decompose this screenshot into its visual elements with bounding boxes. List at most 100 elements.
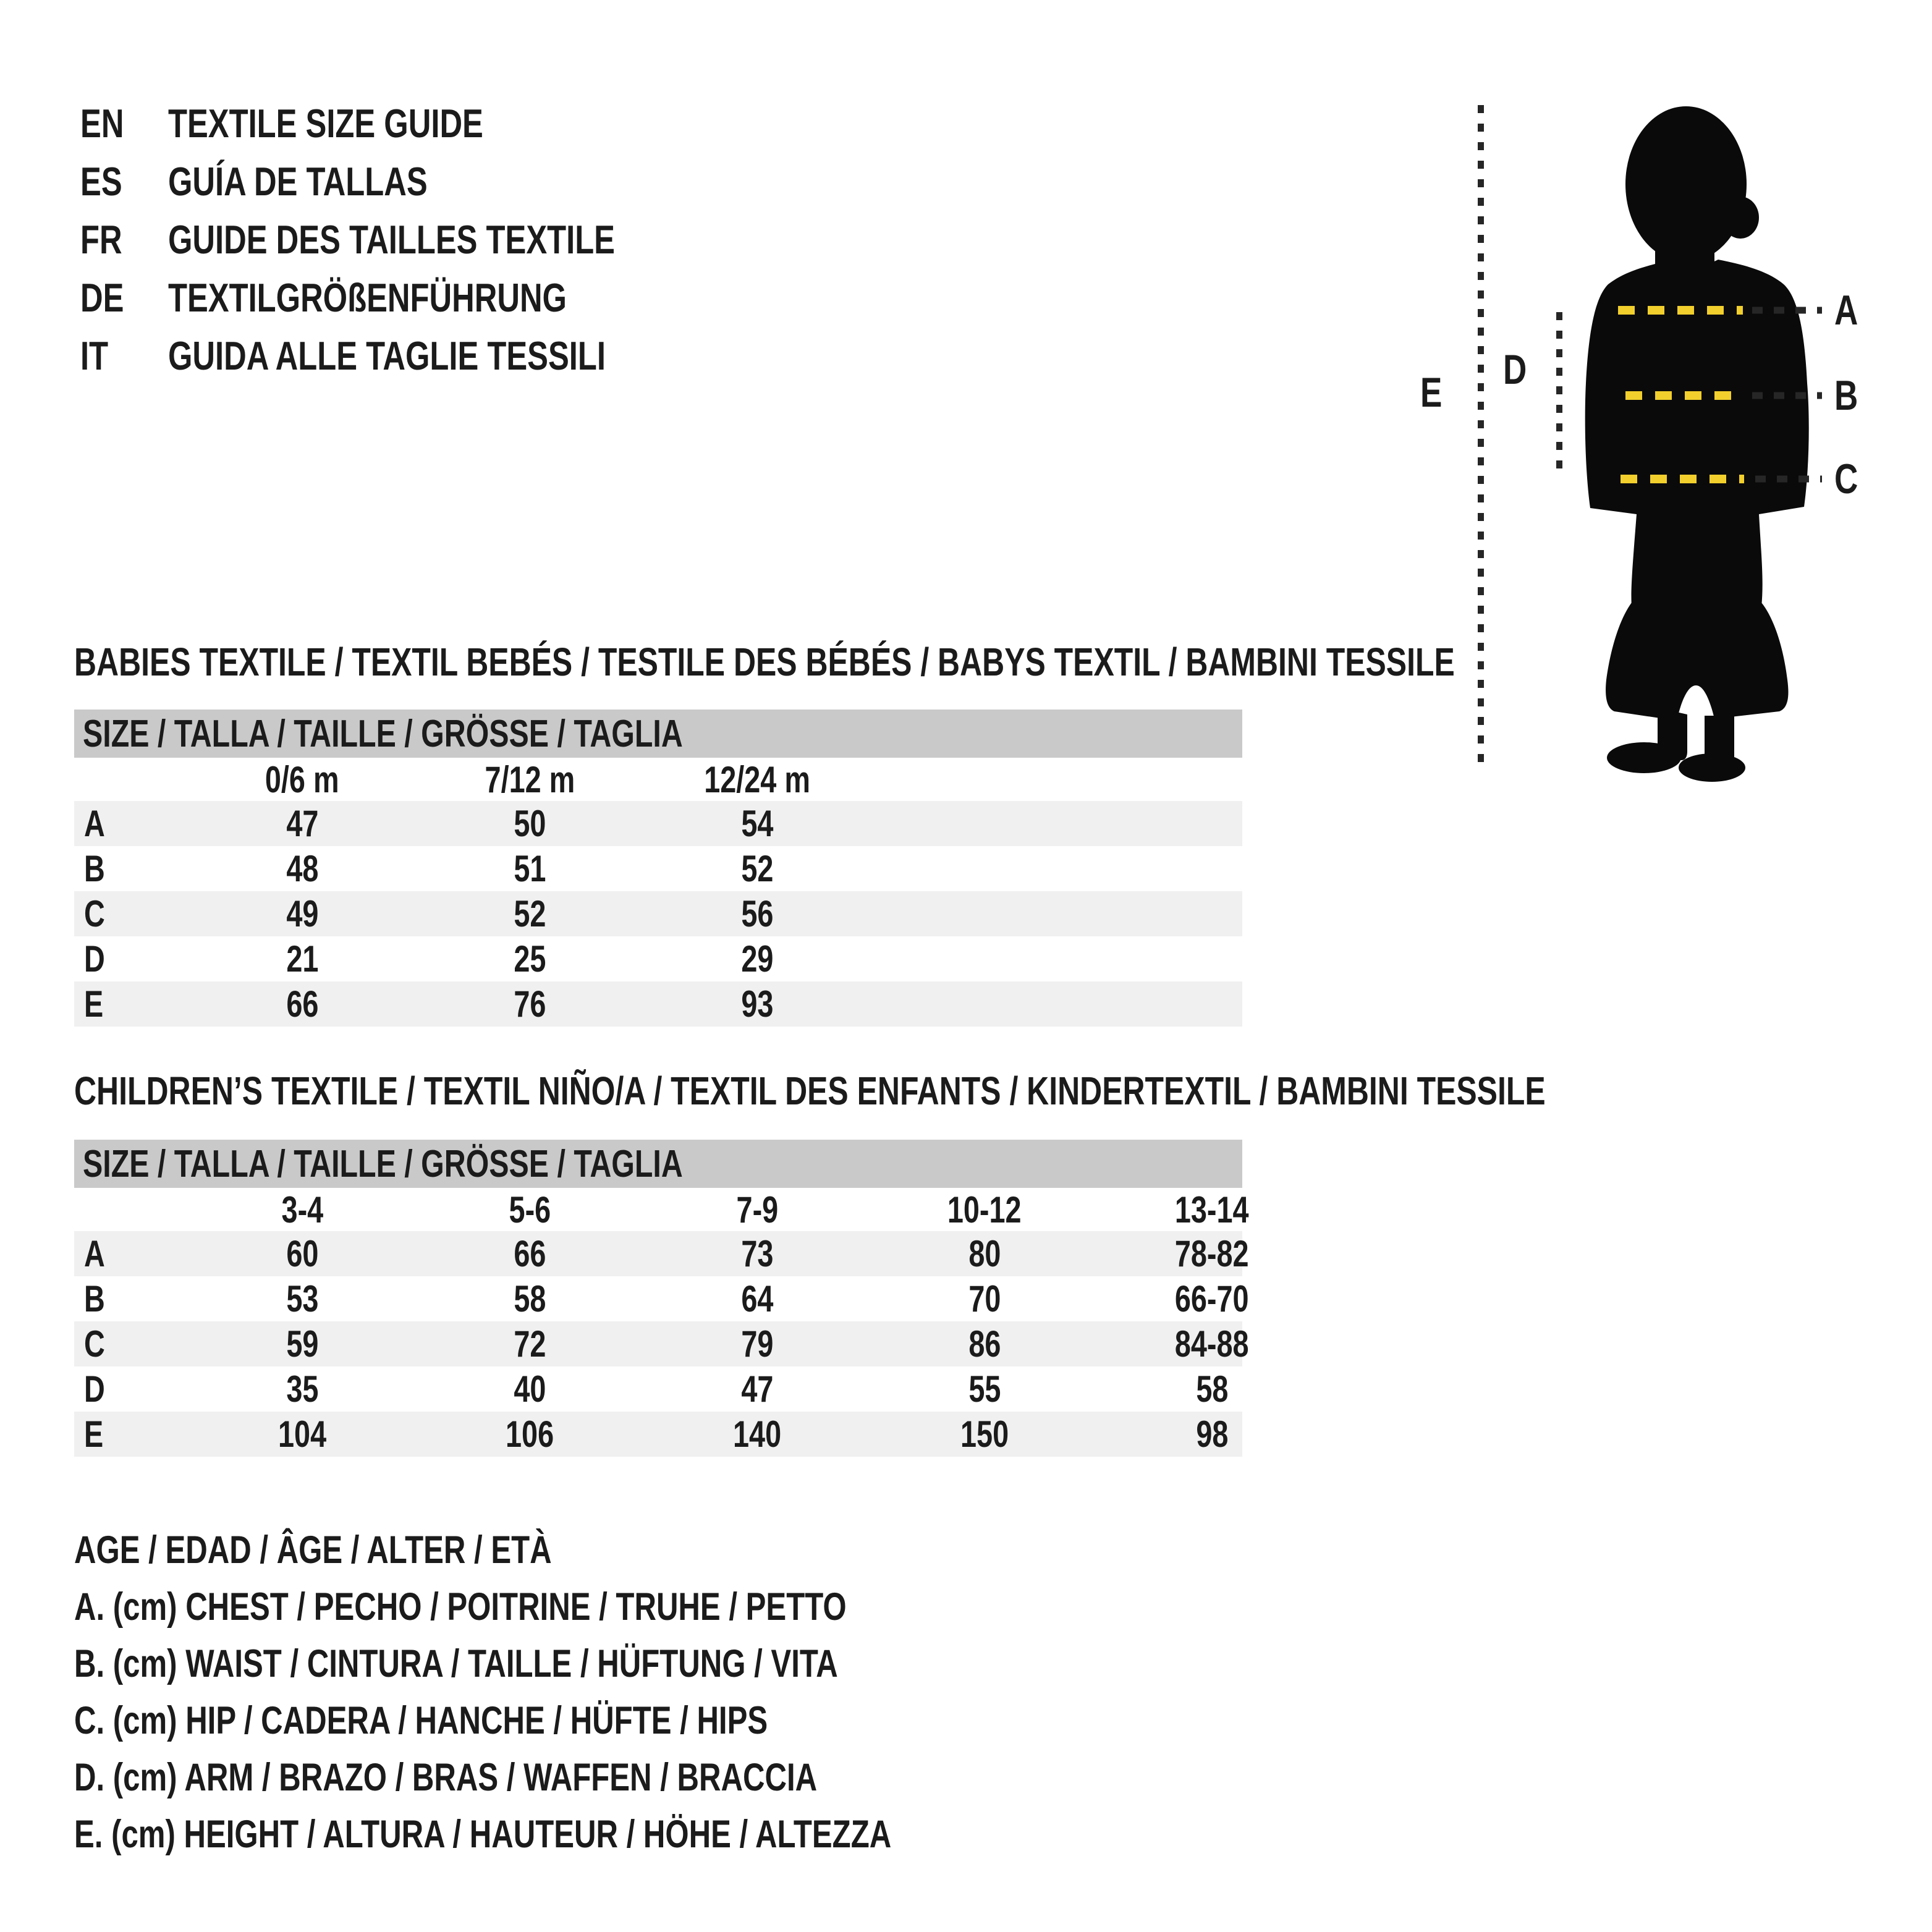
children-column-header: 5-6 xyxy=(509,1188,551,1231)
row-label: C xyxy=(84,893,105,934)
language-title: TEXTILGRÖßENFÜHRUNG xyxy=(168,274,567,320)
children-size-header-label: SIZE / TALLA / TAILLE / GRÖSSE / TAGLIA xyxy=(83,1142,683,1185)
cell: 66 xyxy=(286,983,319,1025)
table-row: E 104 106 140 150 98 xyxy=(74,1412,1242,1457)
children-column-header: 10-12 xyxy=(947,1188,1022,1231)
figure-label-e: E xyxy=(1420,369,1443,416)
babies-size-header-bar: SIZE / TALLA / TAILLE / GRÖSSE / TAGLIA xyxy=(74,710,1242,758)
cell: 49 xyxy=(286,893,319,934)
cell: 70 xyxy=(968,1278,1001,1320)
legend-line-age: AGE / EDAD / ÂGE / ALTER / ETÀ xyxy=(74,1528,552,1572)
cell: 58 xyxy=(513,1278,546,1320)
language-row: ES GUÍA DE TALLAS xyxy=(80,152,741,210)
row-label: D xyxy=(84,938,105,980)
table-row: A 47 50 54 xyxy=(74,801,1242,846)
cell: 80 xyxy=(968,1233,1001,1274)
cell: 55 xyxy=(968,1368,1001,1410)
row-label: E xyxy=(84,983,104,1025)
cell: 40 xyxy=(513,1368,546,1410)
children-column-header: 7-9 xyxy=(736,1188,778,1231)
cell: 59 xyxy=(286,1323,319,1365)
figure-label-b: B xyxy=(1834,372,1858,419)
cell: 66 xyxy=(513,1233,546,1274)
cell: 47 xyxy=(286,803,319,844)
legend-line-height: E. (cm) HEIGHT / ALTURA / HAUTEUR / HÖHE… xyxy=(74,1813,892,1856)
language-row: DE TEXTILGRÖßENFÜHRUNG xyxy=(80,268,741,326)
babies-column-header: 7/12 m xyxy=(485,758,575,800)
babies-column-header-row: 0/6 m 7/12 m 12/24 m xyxy=(74,758,1242,801)
language-row: EN TEXTILE SIZE GUIDE xyxy=(80,94,741,152)
babies-column-header: 0/6 m xyxy=(265,758,339,800)
cell: 76 xyxy=(513,983,546,1025)
legend-line-waist: B. (cm) WAIST / CINTURA / TAILLE / HÜFTU… xyxy=(74,1642,838,1685)
cell: 84-88 xyxy=(1175,1323,1249,1365)
children-column-header-row: 3-4 5-6 7-9 10-12 13-14 xyxy=(74,1188,1249,1231)
babies-column-header: 12/24 m xyxy=(704,758,810,800)
row-label: E xyxy=(84,1413,104,1455)
figure-label-a: A xyxy=(1834,287,1858,334)
measurement-figure: A B C D E xyxy=(1391,74,1932,859)
language-title: GUÍA DE TALLAS xyxy=(168,158,428,204)
cell: 35 xyxy=(286,1368,319,1410)
language-title: GUIDE DES TAILLES TEXTILE xyxy=(168,216,615,262)
table-row: D 35 40 47 55 58 xyxy=(74,1366,1242,1412)
language-code: EN xyxy=(80,100,124,146)
row-label: D xyxy=(84,1368,105,1410)
children-size-header-bar: SIZE / TALLA / TAILLE / GRÖSSE / TAGLIA xyxy=(74,1140,1242,1188)
cell: 52 xyxy=(513,893,546,934)
language-code: DE xyxy=(80,274,124,320)
table-row: B 53 58 64 70 66-70 xyxy=(74,1276,1249,1321)
language-title: GUIDA ALLE TAGLIE TESSILI xyxy=(168,333,606,378)
table-row: E 66 76 93 xyxy=(74,981,1242,1027)
cell: 48 xyxy=(286,848,319,889)
legend-line-chest: A. (cm) CHEST / PECHO / POITRINE / TRUHE… xyxy=(74,1585,847,1629)
table-row: B 48 51 52 xyxy=(74,846,1242,891)
language-row: IT GUIDA ALLE TAGLIE TESSILI xyxy=(80,326,741,384)
babies-size-header-label: SIZE / TALLA / TAILLE / GRÖSSE / TAGLIA xyxy=(83,712,683,755)
children-column-header: 13-14 xyxy=(1175,1188,1249,1231)
cell: 29 xyxy=(740,938,774,980)
babies-section-heading: BABIES TEXTILE / TEXTIL BEBÉS / TESTILE … xyxy=(74,640,1455,684)
measurement-legend: AGE / EDAD / ÂGE / ALTER / ETÀ A. (cm) C… xyxy=(74,1522,1122,1863)
cell: 58 xyxy=(1195,1368,1229,1410)
row-label: B xyxy=(84,848,105,889)
figure-label-c: C xyxy=(1834,455,1858,502)
cell: 86 xyxy=(968,1323,1001,1365)
cell: 21 xyxy=(286,938,319,980)
figure-label-d: D xyxy=(1503,346,1527,393)
cell: 106 xyxy=(505,1413,554,1455)
cell: 78-82 xyxy=(1175,1233,1249,1274)
cell: 56 xyxy=(740,893,774,934)
cell: 64 xyxy=(740,1278,774,1320)
cell: 150 xyxy=(960,1413,1009,1455)
cell: 53 xyxy=(286,1278,319,1320)
cell: 93 xyxy=(740,983,774,1025)
cell: 104 xyxy=(278,1413,327,1455)
language-row: FR GUIDE DES TAILLES TEXTILE xyxy=(80,210,741,268)
row-label: A xyxy=(84,1233,105,1274)
child-silhouette-graphic xyxy=(1478,105,1822,782)
cell: 47 xyxy=(740,1368,774,1410)
table-row: D 21 25 29 xyxy=(74,936,1242,981)
children-column-header: 3-4 xyxy=(281,1188,323,1231)
language-title: TEXTILE SIZE GUIDE xyxy=(168,100,483,146)
child-silhouette xyxy=(1585,106,1809,782)
language-code: FR xyxy=(80,216,122,262)
row-label: A xyxy=(84,803,105,844)
cell: 52 xyxy=(740,848,774,889)
table-row: A 60 66 73 80 78-82 xyxy=(74,1231,1249,1276)
cell: 98 xyxy=(1195,1413,1229,1455)
cell: 51 xyxy=(513,848,546,889)
cell: 73 xyxy=(740,1233,774,1274)
cell: 25 xyxy=(513,938,546,980)
cell: 72 xyxy=(513,1323,546,1365)
legend-line-arm: D. (cm) ARM / BRAZO / BRAS / WAFFEN / BR… xyxy=(74,1756,818,1799)
legend-line-hip: C. (cm) HIP / CADERA / HANCHE / HÜFTE / … xyxy=(74,1699,768,1742)
language-code: ES xyxy=(80,158,122,204)
table-row: C 49 52 56 xyxy=(74,891,1242,936)
table-row: C 59 72 79 86 84-88 xyxy=(74,1321,1249,1366)
cell: 50 xyxy=(513,803,546,844)
cell: 66-70 xyxy=(1175,1278,1249,1320)
row-label: C xyxy=(84,1323,105,1365)
